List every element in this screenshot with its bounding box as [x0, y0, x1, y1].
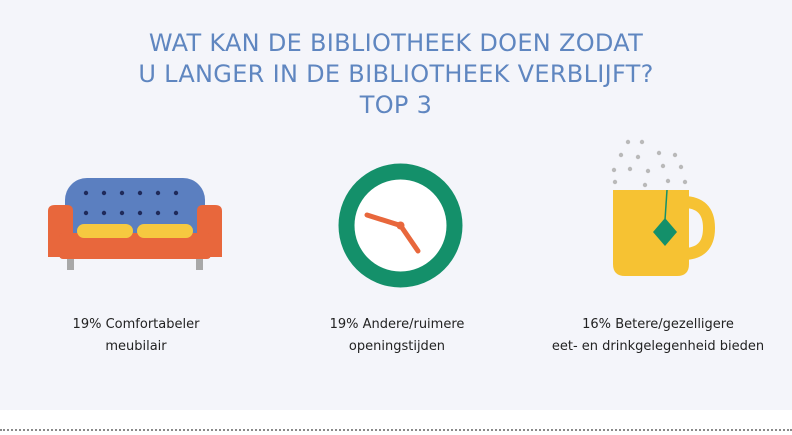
title-line-2: U LANGER IN DE BIBLIOTHEEK VERBLIJFT? — [138, 60, 654, 88]
caption-sofa: 19% Comfortabeler meubilair — [6, 314, 266, 358]
caption-mug-line1: Betere/gezelligere — [615, 317, 734, 332]
caption-sofa-percent: 19% — [72, 317, 102, 332]
title-line-3: TOP 3 — [359, 91, 433, 119]
sofa-icon — [48, 178, 222, 270]
dotted-divider — [0, 429, 792, 431]
caption-sofa-line1: Comfortabeler — [105, 317, 200, 332]
caption-mug-line2: eet- en drinkgelegenheid bieden — [551, 339, 765, 354]
caption-clock: 19% Andere/ruimere openingstijden — [267, 314, 527, 358]
caption-sofa-line2: meubilair — [105, 339, 167, 354]
title-line-1: WAT KAN DE BIBLIOTHEEK DOEN ZODAT — [148, 29, 644, 57]
page-title: WAT KAN DE BIBLIOTHEEK DOEN ZODAT U LANG… — [0, 28, 792, 121]
caption-mug-percent: 16% — [582, 317, 612, 332]
caption-clock-line2: openingstijden — [348, 339, 446, 354]
clock-icon — [338, 163, 463, 288]
caption-clock-percent: 19% — [329, 317, 359, 332]
tea-mug-icon — [611, 139, 716, 276]
caption-mug: 16% Betere/gezelligere eet- en drinkgele… — [528, 314, 788, 358]
caption-clock-line1: Andere/ruimere — [362, 317, 465, 332]
